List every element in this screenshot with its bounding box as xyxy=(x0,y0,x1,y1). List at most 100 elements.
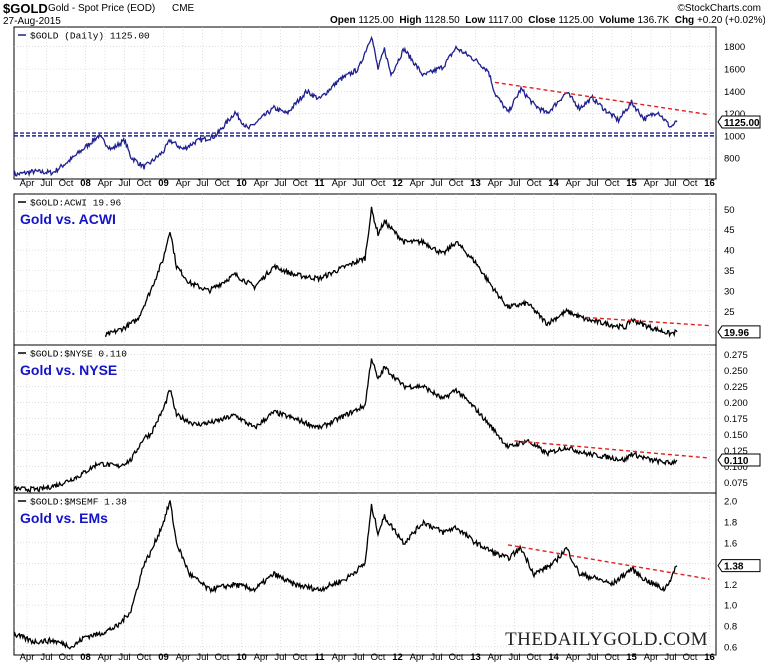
open-label: Open xyxy=(330,15,356,26)
open-value: 1125.00 xyxy=(358,15,394,26)
legend-label: $GOLD (Daily) 1125.00 xyxy=(30,31,150,42)
x-tick-label: Jul xyxy=(664,178,676,189)
x-tick-label: 10 xyxy=(236,652,247,663)
x-tick-label: Oct xyxy=(293,178,308,189)
y-tick-label: 1800 xyxy=(724,42,745,53)
x-tick-label: 16 xyxy=(704,178,715,189)
y-tick-label: 1400 xyxy=(724,87,745,98)
watermark-text: THEDAILYGOLD.COM xyxy=(505,629,708,650)
last-value-box xyxy=(717,325,761,339)
x-tick-label: Jul xyxy=(430,178,442,189)
panel-frame xyxy=(13,344,717,496)
y-tick-label: 1000 xyxy=(724,131,745,142)
x-tick-label: 11 xyxy=(314,652,325,663)
x-tick-label: 12 xyxy=(392,178,403,189)
y-tick-label: 0.100 xyxy=(724,462,748,473)
x-tick-label: Jul xyxy=(40,178,52,189)
x-tick-label: Oct xyxy=(527,178,542,189)
x-tick-label: Jul xyxy=(196,652,208,663)
stockcharts-brand: ©StockCharts.com xyxy=(677,3,761,14)
y-tick-label: 0.275 xyxy=(724,350,748,361)
close-value: 1125.00 xyxy=(558,15,594,26)
close-label: Close xyxy=(528,15,556,26)
last-value-label: 1125.00 xyxy=(724,118,760,129)
x-tick-label: 12 xyxy=(392,652,403,663)
x-tick-label: Oct xyxy=(449,178,464,189)
x-tick-label: 13 xyxy=(470,178,481,189)
x-tick-label: Jul xyxy=(274,178,286,189)
y-tick-label: 1.8 xyxy=(724,518,737,529)
legend-label: $GOLD:$NYSE 0.110 xyxy=(30,349,127,360)
y-tick-label: 0.075 xyxy=(724,478,748,489)
volume-label: Volume xyxy=(599,15,635,26)
y-tick-label: 0.125 xyxy=(724,446,748,457)
low-value: 1117.00 xyxy=(488,15,523,26)
y-tick-label: 0.8 xyxy=(724,622,737,633)
y-tick-label: 1200 xyxy=(724,109,745,120)
price-line xyxy=(13,500,678,650)
y-tick-label: 2.0 xyxy=(724,497,737,508)
y-tick-label: 50 xyxy=(724,205,735,216)
last-value-box xyxy=(717,115,761,129)
legend-label: $GOLD:$MSEMF 1.38 xyxy=(30,497,127,508)
trend-line xyxy=(494,81,710,116)
x-tick-label: Apr xyxy=(566,178,581,189)
high-value: 1128.50 xyxy=(424,15,460,26)
volume-value: 136.7K xyxy=(637,15,670,26)
y-tick-label: 0.175 xyxy=(724,414,748,425)
x-tick-label: 14 xyxy=(548,652,559,663)
x-tick-label: Apr xyxy=(332,652,347,663)
y-tick-label: 45 xyxy=(724,225,735,236)
x-tick-label: Apr xyxy=(98,652,113,663)
x-tick-label: Jul xyxy=(586,178,598,189)
x-tick-label: 16 xyxy=(704,652,715,663)
x-tick-label: Apr xyxy=(566,652,581,663)
panel-title: Gold vs. ACWI xyxy=(20,211,116,227)
high-label: High xyxy=(399,15,422,26)
x-tick-label: Apr xyxy=(488,178,503,189)
price-line xyxy=(104,206,678,338)
x-tick-label: Jul xyxy=(664,652,676,663)
panel-frame xyxy=(13,492,717,656)
x-tick-label: 15 xyxy=(626,652,637,663)
x-tick-label: Oct xyxy=(215,178,230,189)
legend-label: $GOLD:ACWI 19.96 xyxy=(30,198,122,209)
panel-1: 800 1000 1200 1400 1600 1800 $GOLD (Daily) 112… xyxy=(13,26,761,189)
y-tick-label: 0.6 xyxy=(724,642,737,653)
chg-label: Chg xyxy=(674,15,695,26)
y-tick-label: 0.150 xyxy=(724,430,748,441)
panel-3: 0.075 0.100 0.125 0.150 0.175 0.200 0.225 0.250… xyxy=(13,344,761,496)
y-tick-label: 1.2 xyxy=(724,580,737,591)
x-tick-label: Oct xyxy=(527,652,542,663)
low-label: Low xyxy=(465,15,486,26)
x-tick-label: Jul xyxy=(508,178,520,189)
y-tick-label: 1.0 xyxy=(724,601,737,612)
y-tick-label: 1.6 xyxy=(724,538,737,549)
x-tick-label: 08 xyxy=(80,652,91,663)
x-tick-label: Apr xyxy=(176,652,191,663)
x-tick-label: Jul xyxy=(118,178,130,189)
x-tick-label: Apr xyxy=(98,178,113,189)
panel-4: 0.60.81.01.21.41.61.82.0$GOLD:$MSEMF 1.3… xyxy=(13,492,761,663)
x-tick-label: Apr xyxy=(254,652,269,663)
trend-line xyxy=(507,544,710,580)
y-tick-label: 0.250 xyxy=(724,366,748,377)
x-tick-label: Apr xyxy=(410,652,425,663)
x-tick-label: Jul xyxy=(40,652,52,663)
header-description: Gold - Spot Price (EOD) xyxy=(48,3,156,14)
x-tick-label: 13 xyxy=(470,652,481,663)
y-tick-label: 0.200 xyxy=(724,398,748,409)
y-tick-label: 40 xyxy=(724,246,735,257)
x-tick-label: Jul xyxy=(118,652,130,663)
quote-bar: Open 1125.00 High 1128.50 Low 1117.00 Cl… xyxy=(330,15,765,26)
x-tick-label: Jul xyxy=(274,652,286,663)
x-tick-label: Oct xyxy=(215,652,230,663)
x-tick-label: Apr xyxy=(644,178,659,189)
header-date: 27-Aug-2015 xyxy=(3,16,61,27)
x-tick-label: Oct xyxy=(137,652,152,663)
x-tick-label: Apr xyxy=(20,178,35,189)
header-exchange: CME xyxy=(172,3,195,14)
price-line xyxy=(13,35,678,178)
x-tick-label: Oct xyxy=(137,178,152,189)
